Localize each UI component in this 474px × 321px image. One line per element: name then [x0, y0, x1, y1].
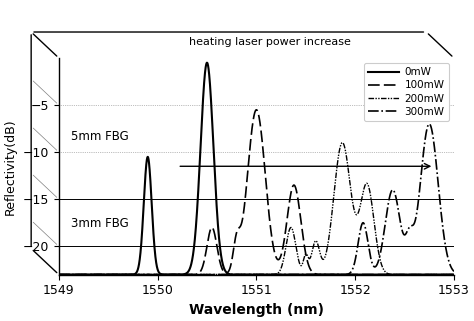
Y-axis label: Reflectivity(dB): Reflectivity(dB): [4, 118, 17, 215]
X-axis label: Wavelength (nm): Wavelength (nm): [189, 303, 324, 317]
Text: heating laser power increase: heating laser power increase: [189, 37, 351, 47]
Legend: 0mW, 100mW, 200mW, 300mW: 0mW, 100mW, 200mW, 300mW: [364, 63, 449, 121]
Text: 3mm FBG: 3mm FBG: [71, 217, 128, 230]
Text: 5mm FBG: 5mm FBG: [71, 130, 128, 143]
